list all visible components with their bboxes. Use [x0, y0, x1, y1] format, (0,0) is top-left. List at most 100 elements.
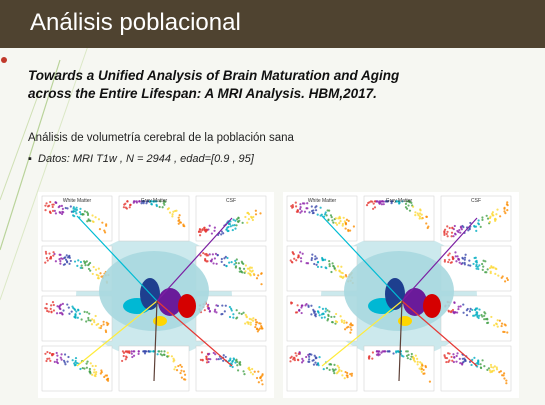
bullet: ▪ Datos: MRI T1w , N = 2944 , edad=[0.9 …	[28, 153, 254, 165]
scatter-dot	[469, 264, 472, 267]
scatter-dot	[90, 323, 94, 326]
scatter-dot	[58, 258, 61, 261]
scatter-dot	[488, 266, 492, 270]
scatter-dot	[495, 368, 499, 371]
scatter-dot	[60, 358, 63, 361]
scatter-dot	[476, 265, 479, 268]
scatter-dot	[177, 364, 180, 368]
scatter-dot	[89, 319, 92, 322]
scatter-dot	[349, 322, 353, 325]
scatter-dot	[72, 210, 75, 213]
scatter-dot	[425, 222, 428, 225]
scatter-dot	[87, 267, 91, 271]
scatter-dot	[378, 353, 381, 356]
scatter-dot	[232, 313, 235, 316]
scatter-dot	[385, 200, 388, 203]
scatter-dot	[419, 361, 422, 364]
scatter-dot	[230, 309, 233, 312]
scatter-dot	[494, 219, 497, 222]
scatter-dot	[247, 272, 250, 275]
scatter-dot	[45, 202, 48, 205]
scatter-dot	[472, 314, 475, 317]
scatter-dot	[382, 203, 385, 206]
scatter-dot	[51, 354, 54, 357]
scatter-dot	[92, 319, 96, 322]
scatter-dot	[304, 304, 307, 307]
scatter-dot	[74, 356, 78, 360]
scatter-dot	[145, 202, 148, 205]
scatter-dot	[97, 218, 101, 221]
scatter-dot	[252, 272, 255, 275]
scatter-dot	[382, 200, 385, 203]
scatter-dot	[405, 354, 409, 357]
scatter-dot	[44, 204, 47, 207]
scatter-dot	[312, 359, 315, 362]
scatter-dot	[215, 311, 218, 314]
scatter-dot	[371, 351, 374, 354]
scatter-dot	[420, 217, 423, 220]
scatter-dot	[300, 311, 303, 315]
scatter-dot	[456, 255, 459, 258]
scatter-dot	[197, 230, 201, 233]
scatter-dot	[74, 313, 77, 316]
scatter-dot	[375, 200, 378, 203]
scatter-dot	[147, 350, 150, 353]
scatter-dot	[155, 200, 158, 203]
scatter-dot	[369, 200, 373, 203]
scatter-dot	[94, 216, 97, 219]
scatter-dot	[329, 214, 333, 217]
scatter-dot	[420, 370, 423, 373]
scatter-dot	[213, 229, 216, 232]
scatter-dot	[484, 271, 487, 274]
scatter-dot	[328, 310, 331, 313]
scatter-dot	[381, 350, 384, 353]
scatter-dot	[201, 228, 204, 231]
scatter-dot	[236, 218, 239, 221]
scatter-dot	[481, 218, 484, 221]
scatter-dot	[255, 277, 259, 280]
scatter-dot	[492, 266, 495, 269]
scatter-dot	[59, 253, 62, 256]
scatter-dot	[335, 312, 338, 316]
scatter-dot	[333, 315, 336, 318]
scatter-dot	[106, 379, 110, 382]
scatter-dot	[502, 330, 505, 333]
scatter-dot	[326, 317, 330, 321]
scatter-dot	[313, 314, 317, 317]
scatter-dot	[458, 357, 461, 360]
scatter-dot	[88, 367, 91, 371]
scatter-dot	[229, 225, 232, 228]
scatter-dot	[412, 205, 415, 208]
scatter-dot	[459, 231, 462, 234]
scatter-dot	[499, 215, 502, 218]
scatter-dot	[451, 359, 454, 362]
scatter-dot	[453, 301, 456, 304]
scatter-dot	[488, 369, 491, 372]
scatter-dot	[222, 359, 225, 362]
scatter-dot	[454, 251, 457, 254]
scatter-dot	[489, 371, 492, 374]
scatter-dot	[506, 201, 509, 204]
scatter-dot	[407, 204, 410, 207]
scatter-dot	[68, 262, 71, 265]
scatter-dot	[503, 210, 506, 213]
scatter-dot	[83, 367, 86, 370]
scatter-dot	[126, 200, 129, 203]
scatter-dot	[249, 323, 252, 326]
scatter-dot	[64, 258, 68, 261]
scatter-dot	[251, 373, 254, 376]
scatter-dot	[149, 350, 152, 353]
scatter-dot	[312, 308, 315, 311]
scatter-dot	[338, 217, 341, 220]
scatter-dot	[300, 260, 303, 263]
scatter-dot	[208, 224, 211, 227]
scatter-dot	[479, 366, 482, 369]
scatter-dot	[125, 355, 128, 358]
scatter-dot	[103, 375, 106, 379]
scatter-dot	[311, 253, 314, 256]
scatter-dot	[316, 260, 320, 264]
scatter-dot	[166, 351, 169, 354]
scatter-dot	[414, 354, 417, 357]
scatter-dot	[478, 308, 481, 311]
scatter-dot	[314, 361, 317, 364]
